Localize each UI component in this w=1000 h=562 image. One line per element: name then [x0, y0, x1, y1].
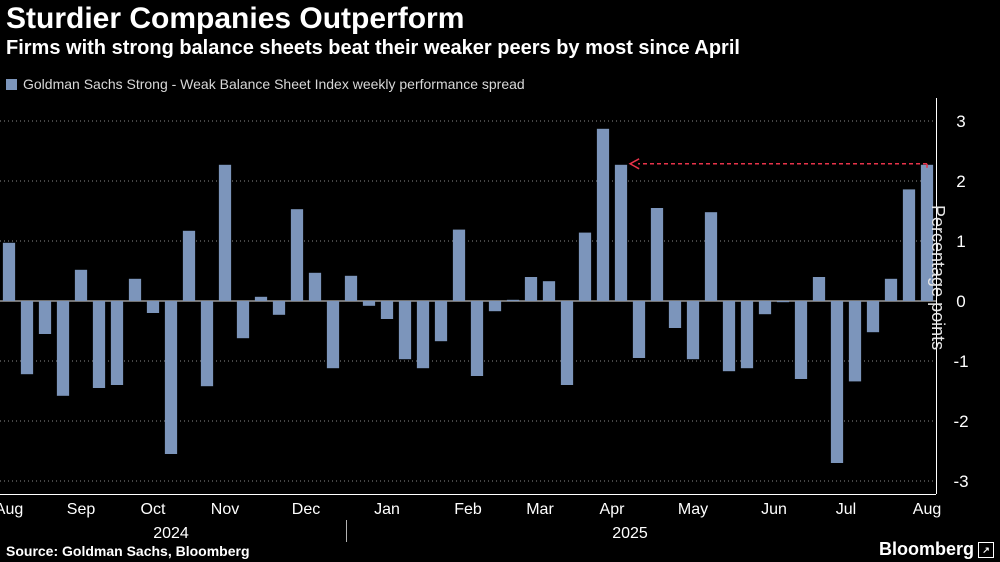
bar	[884, 278, 898, 301]
bar	[668, 301, 682, 328]
bar	[722, 301, 736, 372]
bar	[704, 212, 718, 301]
bar	[794, 301, 808, 379]
bar	[56, 301, 70, 396]
bar	[164, 301, 178, 454]
bar	[614, 164, 628, 301]
legend-swatch	[6, 78, 17, 90]
bar	[20, 301, 34, 375]
y-tick-label: 0	[956, 292, 965, 311]
chart-title: Sturdier Companies Outperform	[6, 2, 465, 35]
bar	[290, 209, 304, 301]
x-tick-label: Jun	[761, 501, 787, 518]
y-tick-label: 1	[956, 232, 965, 251]
x-tick-label: Aug	[0, 501, 23, 518]
bar	[758, 301, 772, 315]
bar	[416, 301, 430, 369]
bar	[560, 301, 574, 385]
y-axis-label: Percentage points	[928, 205, 948, 351]
bar	[272, 301, 286, 315]
bar	[38, 301, 52, 334]
bar	[128, 278, 142, 301]
bar	[776, 301, 790, 303]
bar	[686, 301, 700, 360]
expand-icon: ↗	[978, 541, 994, 558]
x-tick-label: Jan	[374, 501, 400, 518]
x-tick-label: Apr	[600, 501, 626, 518]
y-tick-label: -2	[953, 412, 968, 431]
y-tick-label: -1	[953, 352, 968, 371]
x-tick-label: Oct	[141, 501, 166, 518]
x-tick-label: Nov	[211, 501, 239, 518]
x-tick-label: Jul	[836, 501, 856, 518]
bar	[362, 301, 376, 306]
bar	[578, 232, 592, 301]
bar	[398, 301, 412, 360]
bar	[2, 242, 16, 301]
bar	[812, 277, 826, 301]
x-tick-label: Aug	[913, 501, 941, 518]
bar	[218, 164, 232, 301]
brand-logo: Bloomberg ↗	[879, 539, 994, 560]
x-tick-label: Mar	[526, 501, 554, 518]
source-note: Source: Goldman Sachs, Bloomberg	[6, 543, 250, 559]
bar	[308, 272, 322, 301]
x-tick-label: Dec	[292, 501, 320, 518]
legend-label: Goldman Sachs Strong - Weak Balance Shee…	[23, 76, 525, 92]
bar	[506, 299, 520, 301]
bar	[848, 301, 862, 382]
bar	[92, 301, 106, 388]
bar	[236, 301, 250, 339]
bar	[632, 301, 646, 358]
x-tick-label: Sep	[67, 501, 96, 518]
bar	[182, 230, 196, 301]
x-tick-label: Feb	[454, 501, 482, 518]
bar	[110, 301, 124, 385]
bar	[524, 277, 538, 301]
chart-subtitle: Firms with strong balance sheets beat th…	[6, 37, 740, 59]
bar	[740, 301, 754, 369]
bar	[254, 296, 268, 301]
x-tick-label: May	[678, 501, 708, 518]
year-label: 2024	[153, 525, 189, 542]
bar	[74, 269, 88, 301]
y-tick-label: 3	[956, 112, 965, 131]
bar	[650, 208, 664, 301]
y-tick-label: -3	[953, 472, 968, 491]
bar	[326, 301, 340, 369]
brand-name: Bloomberg	[878, 539, 974, 559]
bar	[866, 301, 880, 333]
bar	[830, 301, 844, 463]
bar	[902, 189, 916, 301]
bar	[344, 275, 358, 301]
bar	[452, 229, 466, 301]
bar	[200, 301, 214, 387]
bar	[488, 301, 502, 312]
bar	[920, 164, 934, 301]
bar	[434, 301, 448, 342]
legend: Goldman Sachs Strong - Weak Balance Shee…	[6, 76, 525, 92]
year-label: 2025	[612, 525, 648, 542]
bar	[146, 301, 160, 313]
bar	[596, 128, 610, 301]
bar	[542, 281, 556, 301]
y-tick-label: 2	[956, 172, 965, 191]
annotation-arrowhead	[628, 158, 640, 170]
bar	[380, 301, 394, 319]
bar	[470, 301, 484, 376]
